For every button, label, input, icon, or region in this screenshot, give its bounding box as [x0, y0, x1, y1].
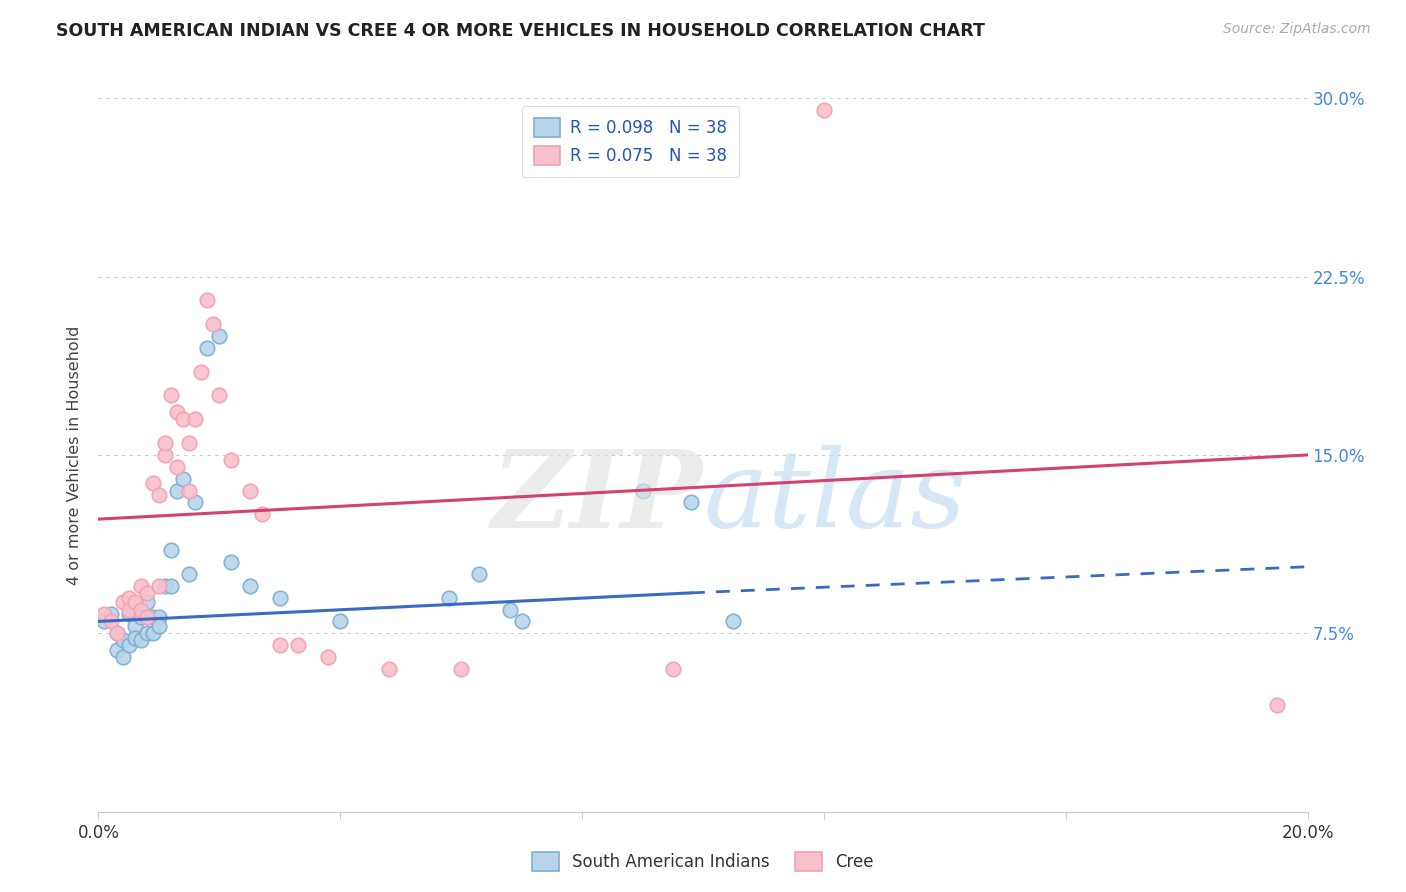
Point	[148, 619, 170, 633]
Point	[172, 472, 194, 486]
Point	[190, 365, 212, 379]
Point	[437, 591, 460, 605]
Point	[179, 436, 201, 450]
Point	[184, 495, 207, 509]
Point	[510, 615, 533, 629]
Point	[142, 609, 165, 624]
Point	[111, 650, 134, 665]
Point	[124, 619, 146, 633]
Point	[179, 566, 201, 581]
Point	[679, 495, 702, 509]
Point	[202, 317, 225, 331]
Point	[184, 412, 207, 426]
Point	[118, 607, 141, 622]
Point	[118, 591, 141, 605]
Text: SOUTH AMERICAN INDIAN VS CREE 4 OR MORE VEHICLES IN HOUSEHOLD CORRELATION CHART: SOUTH AMERICAN INDIAN VS CREE 4 OR MORE …	[56, 22, 986, 40]
Point	[813, 103, 835, 117]
Point	[468, 566, 491, 581]
Point	[208, 329, 231, 343]
Point	[195, 293, 218, 308]
Point	[135, 586, 157, 600]
Point	[148, 488, 170, 502]
Point	[100, 615, 122, 629]
Point	[250, 508, 273, 522]
Point	[160, 388, 183, 402]
Point	[153, 448, 176, 462]
Point	[179, 483, 201, 498]
Point	[148, 579, 170, 593]
Point	[377, 662, 399, 676]
Point	[450, 662, 472, 676]
Point	[160, 579, 183, 593]
Point	[105, 626, 128, 640]
Point	[124, 595, 146, 609]
Point	[221, 555, 243, 569]
Y-axis label: 4 or more Vehicles in Household: 4 or more Vehicles in Household	[67, 326, 83, 584]
Point	[129, 579, 152, 593]
Point	[111, 633, 134, 648]
Point	[166, 405, 188, 419]
Legend: R = 0.098   N = 38, R = 0.075   N = 38: R = 0.098 N = 38, R = 0.075 N = 38	[522, 106, 740, 177]
Point	[239, 579, 262, 593]
Point	[105, 643, 128, 657]
Point	[118, 602, 141, 616]
Point	[498, 602, 520, 616]
Point	[124, 631, 146, 645]
Point	[287, 638, 309, 652]
Point	[142, 476, 165, 491]
Point	[153, 579, 176, 593]
Point	[160, 543, 183, 558]
Point	[148, 609, 170, 624]
Point	[129, 602, 152, 616]
Point	[118, 638, 141, 652]
Point	[135, 609, 157, 624]
Point	[195, 341, 218, 355]
Legend: South American Indians, Cree: South American Indians, Cree	[524, 843, 882, 880]
Point	[1267, 698, 1289, 712]
Point	[269, 591, 291, 605]
Point	[93, 615, 115, 629]
Point	[129, 633, 152, 648]
Point	[111, 595, 134, 609]
Point	[153, 436, 176, 450]
Text: Source: ZipAtlas.com: Source: ZipAtlas.com	[1223, 22, 1371, 37]
Point	[208, 388, 231, 402]
Point	[100, 607, 122, 622]
Point	[221, 452, 243, 467]
Point	[662, 662, 685, 676]
Point	[105, 626, 128, 640]
Point	[329, 615, 352, 629]
Point	[93, 607, 115, 622]
Point	[239, 483, 262, 498]
Point	[142, 626, 165, 640]
Point	[316, 650, 339, 665]
Text: ZIP: ZIP	[492, 445, 703, 550]
Point	[269, 638, 291, 652]
Point	[135, 626, 157, 640]
Point	[135, 595, 157, 609]
Point	[631, 483, 654, 498]
Point	[172, 412, 194, 426]
Point	[723, 615, 745, 629]
Point	[166, 483, 188, 498]
Text: atlas: atlas	[703, 445, 966, 550]
Point	[129, 609, 152, 624]
Point	[166, 459, 188, 474]
